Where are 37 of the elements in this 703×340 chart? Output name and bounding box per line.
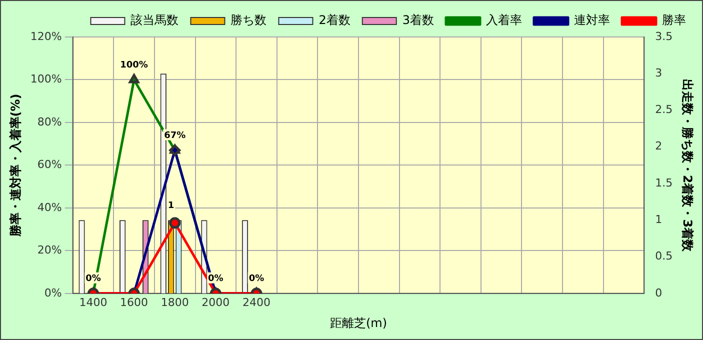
y-tick-label: 40% [37,200,62,214]
y-tick-label: 120% [30,30,62,43]
data-label: 0% [248,274,264,284]
data-label: 1 [168,200,174,211]
data-label: 0% [86,274,101,284]
y-tick-label: 0% [44,286,62,300]
x-tick-label: 2400 [242,296,270,309]
data-label: 67% [164,131,186,142]
y-tick-label: 20% [37,244,62,257]
y2-tick-label: 1 [655,213,662,226]
data-label: 100% [120,60,148,71]
legend-label: 3着数 [402,13,434,28]
x-tick-label: 2000 [202,296,230,309]
y-tick-label: 60% [37,158,62,172]
y2-tick-label: 0 [655,286,662,300]
legend-label: 2着数 [318,13,350,28]
x-tick-label: 1400 [79,296,108,309]
y2-tick-label: 2.5 [655,103,673,116]
legend-label: 入着率 [486,13,522,28]
y-tick-label: 80% [37,115,62,128]
y2-axis-title: 出走数・勝ち数・2着数・3着数 [680,78,695,253]
y2-tick-label: 3.5 [655,30,673,43]
x-tick-label: 1600 [120,296,148,309]
x-tick-label: 1800 [160,296,189,309]
y2-tick-label: 3 [655,66,662,80]
point [128,74,140,84]
y-tick-label: 100% [30,72,62,86]
y-axis-title: 勝率・連対率・入着率(%) [8,94,22,238]
legend-label: 該当馬数 [130,13,179,28]
legend-label: 連対率 [574,13,610,28]
legend-label: 勝ち数 [230,13,267,28]
y2-tick-label: 0.5 [655,250,673,263]
x-axis-title: 距離芝(m) [330,316,388,330]
y2-tick-label: 1.5 [655,176,673,190]
y2-tick-label: 2 [655,140,662,153]
legend-label: 勝率 [662,13,686,28]
data-label: 0% [208,274,224,284]
